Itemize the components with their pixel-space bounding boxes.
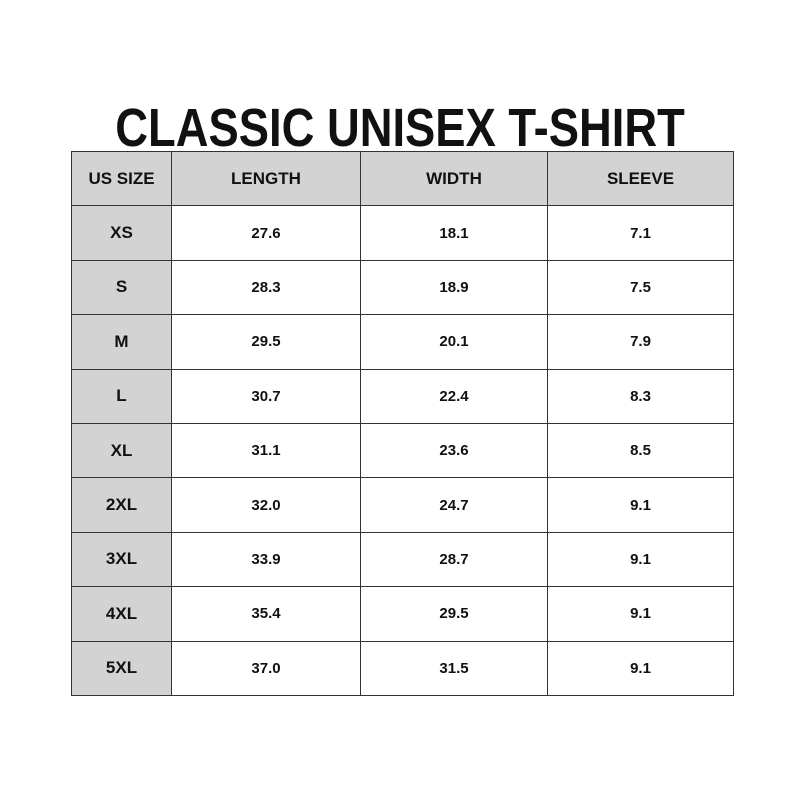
sleeve-cell: 7.5 — [547, 259, 734, 316]
width-cell: 20.1 — [360, 314, 548, 370]
size-cell: XL — [71, 422, 172, 479]
width-cell: 18.1 — [360, 205, 548, 261]
length-cell: 35.4 — [171, 586, 361, 642]
sleeve-cell: 9.1 — [547, 640, 734, 696]
width-cell: 31.5 — [360, 640, 548, 696]
table-row: 3XL 33.9 28.7 9.1 — [71, 531, 734, 588]
table-row: M 29.5 20.1 7.9 — [71, 314, 734, 370]
size-cell: S — [71, 259, 172, 316]
sleeve-cell: 7.1 — [547, 205, 734, 261]
size-cell: M — [71, 314, 172, 370]
header-width: WIDTH — [360, 150, 548, 207]
width-cell: 22.4 — [360, 368, 548, 424]
size-cell: 3XL — [71, 531, 172, 588]
length-cell: 31.1 — [171, 422, 361, 479]
width-cell: 29.5 — [360, 586, 548, 642]
length-cell: 27.6 — [171, 205, 361, 261]
table-row: S 28.3 18.9 7.5 — [71, 259, 734, 316]
length-cell: 32.0 — [171, 477, 361, 533]
sleeve-cell: 8.5 — [547, 422, 734, 479]
size-cell: 4XL — [71, 586, 172, 642]
width-cell: 24.7 — [360, 477, 548, 533]
width-cell: 23.6 — [360, 422, 548, 479]
header-sleeve: SLEEVE — [547, 150, 734, 207]
header-us-size: US SIZE — [71, 150, 172, 207]
sleeve-cell: 9.1 — [547, 586, 734, 642]
width-cell: 28.7 — [360, 531, 548, 588]
size-cell: 5XL — [71, 640, 172, 696]
length-cell: 28.3 — [171, 259, 361, 316]
length-cell: 33.9 — [171, 531, 361, 588]
sleeve-cell: 8.3 — [547, 368, 734, 424]
table-row: XL 31.1 23.6 8.5 — [71, 422, 734, 479]
table-row: 5XL 37.0 31.5 9.1 — [71, 640, 734, 696]
size-chart-table: US SIZE LENGTH WIDTH SLEEVE XS 27.6 18.1 7.… — [71, 150, 734, 696]
table-row: 4XL 35.4 29.5 9.1 — [71, 586, 734, 642]
sleeve-cell: 7.9 — [547, 314, 734, 370]
width-cell: 18.9 — [360, 259, 548, 316]
size-cell: 2XL — [71, 477, 172, 533]
length-cell: 30.7 — [171, 368, 361, 424]
sleeve-cell: 9.1 — [547, 477, 734, 533]
page-title: CLASSIC UNISEX T-SHIRT — [115, 98, 685, 158]
length-cell: 29.5 — [171, 314, 361, 370]
title-container: CLASSIC UNISEX T-SHIRT — [0, 98, 800, 158]
table-row: XS 27.6 18.1 7.1 — [71, 205, 734, 261]
table-row: L 30.7 22.4 8.3 — [71, 368, 734, 424]
table-row: 2XL 32.0 24.7 9.1 — [71, 477, 734, 533]
size-cell: XS — [71, 205, 172, 261]
size-cell: L — [71, 368, 172, 424]
header-length: LENGTH — [171, 150, 361, 207]
header-row: US SIZE LENGTH WIDTH SLEEVE — [71, 150, 734, 207]
length-cell: 37.0 — [171, 640, 361, 696]
sleeve-cell: 9.1 — [547, 531, 734, 588]
